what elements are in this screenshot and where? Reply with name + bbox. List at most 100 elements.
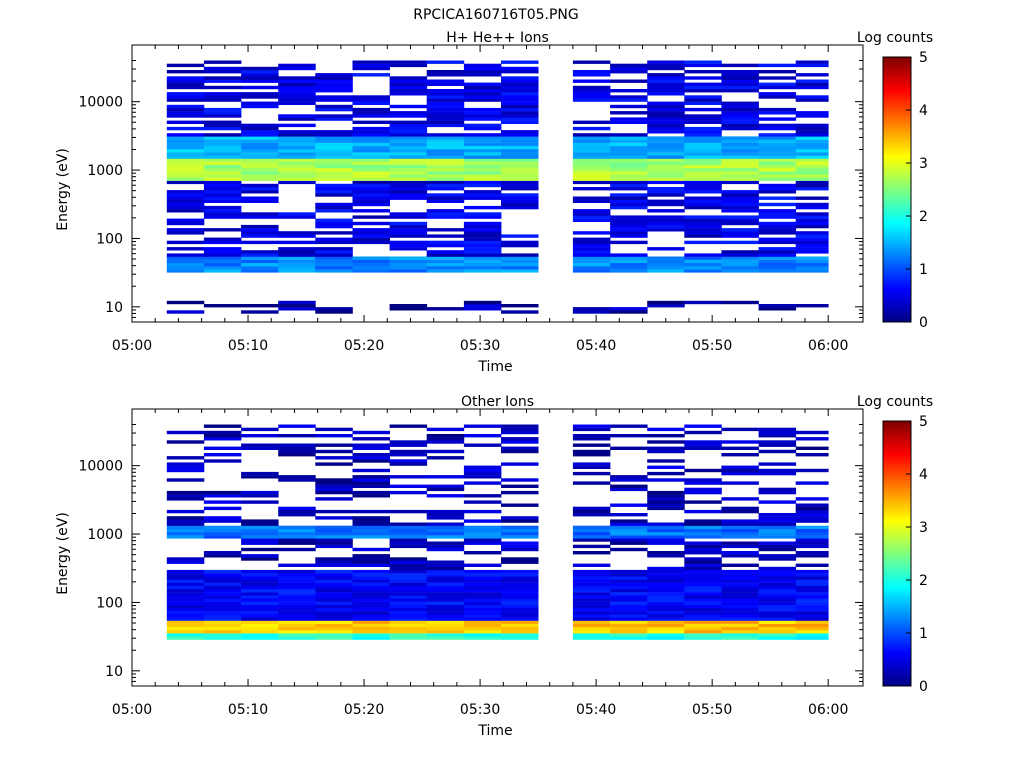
spectrogram-cell — [463, 494, 502, 498]
spectrogram-cell — [315, 95, 353, 99]
colorbar-swatch — [883, 542, 911, 547]
spectrogram-cell — [684, 164, 722, 169]
colorbar-swatch — [883, 186, 911, 190]
spectrogram-cell — [315, 484, 353, 488]
spectrogram-cell — [352, 183, 390, 188]
spectrogram-cell — [647, 158, 685, 162]
spectrogram-cell — [684, 60, 722, 64]
spectrogram-cell — [352, 196, 390, 200]
spectrogram-cell — [610, 139, 648, 143]
spectrogram-cell — [241, 187, 279, 191]
spectrogram-cell — [203, 494, 242, 498]
spectrogram-cell — [166, 604, 205, 609]
spectrogram-cell — [647, 155, 685, 159]
spectrogram-cell — [463, 424, 502, 428]
spectrogram-cell — [572, 92, 611, 96]
spectrogram-cell — [463, 250, 502, 254]
spectrogram-cell — [795, 215, 829, 219]
spectrogram-cell — [315, 130, 353, 134]
spectrogram-cell — [203, 446, 242, 450]
spectrogram-cell — [352, 161, 390, 166]
spectrogram-cell — [721, 155, 759, 159]
y-tick-label: 100 — [96, 231, 123, 247]
spectrogram-cell — [501, 525, 539, 530]
spectrogram-cell — [389, 525, 428, 530]
spectrogram-cell — [203, 519, 242, 523]
colorbar-swatch — [883, 308, 911, 312]
spectrogram-cell — [352, 636, 390, 640]
spectrogram-cell — [721, 446, 759, 450]
spectrogram-cell — [610, 95, 648, 99]
spectrogram-cell — [795, 481, 829, 485]
spectrogram-cell — [610, 620, 648, 624]
spectrogram-cell — [426, 136, 465, 140]
spectrogram-cell — [315, 490, 353, 495]
spectrogram-cell — [203, 70, 242, 74]
spectrogram-cell — [389, 145, 428, 150]
colorbar-swatch — [883, 94, 911, 98]
spectrogram-cell — [610, 595, 648, 599]
spectrogram-cell — [203, 199, 242, 203]
spectrogram-cell — [463, 107, 502, 112]
spectrogram-cell — [610, 145, 648, 150]
spectrogram-cell — [389, 630, 428, 634]
spectrogram-cell — [389, 79, 428, 83]
spectrogram-cell — [203, 266, 242, 270]
spectrogram-cell — [795, 212, 829, 216]
spectrogram-cell — [647, 598, 685, 602]
spectrogram-cell — [203, 193, 242, 197]
spectrogram-cell — [241, 149, 279, 153]
spectrogram-cell — [426, 256, 465, 260]
colorbar-swatch — [883, 532, 911, 536]
spectrogram-cell — [501, 592, 539, 596]
colorbar-swatch — [883, 489, 911, 494]
spectrogram-cell — [166, 158, 205, 162]
spectrogram-cell — [684, 221, 722, 226]
spectrogram-cell — [721, 85, 759, 90]
spectrogram-cell — [721, 259, 759, 264]
colorbar-swatch — [883, 253, 911, 257]
spectrogram-cell — [463, 626, 502, 631]
spectrogram-cell — [315, 190, 353, 194]
spectrogram-cell — [203, 85, 242, 90]
spectrogram-cell — [684, 607, 722, 612]
spectrogram-cell — [647, 607, 685, 612]
spectrogram-cell — [758, 76, 797, 80]
spectrogram-cell — [684, 560, 722, 564]
spectrogram-cell — [463, 180, 502, 185]
spectrogram-cell — [572, 636, 611, 640]
spectrogram-cell — [758, 592, 797, 596]
spectrogram-cell — [278, 538, 316, 542]
spectrogram-cell — [278, 253, 316, 257]
spectrogram-cell — [501, 630, 539, 634]
colorbar-swatch — [883, 452, 911, 456]
spectrogram-cell — [610, 63, 648, 68]
spectrogram-cell — [203, 145, 242, 150]
spectrogram-cell — [758, 168, 797, 172]
spectrogram-cell — [572, 427, 611, 432]
spectrogram-cell — [352, 443, 390, 447]
spectrogram-cell — [572, 453, 611, 457]
spectrogram-cell — [203, 459, 242, 463]
spectrogram-cell — [278, 626, 316, 631]
spectrogram-cell — [758, 269, 797, 273]
spectrogram-cell — [501, 535, 539, 539]
spectrogram-cell — [795, 111, 829, 115]
spectrogram-cell — [352, 617, 390, 621]
spectrogram-cell — [647, 490, 685, 495]
spectrogram-cell — [501, 528, 539, 533]
colorbar-swatch — [883, 110, 911, 114]
spectrogram-cell — [166, 82, 205, 86]
spectrogram-cell — [721, 300, 759, 305]
spectrogram-cell — [610, 582, 648, 586]
spectrogram-cell — [795, 149, 829, 153]
spectrogram-cell — [758, 544, 797, 549]
spectrogram-cell — [684, 136, 722, 140]
spectrogram-cell — [795, 218, 829, 222]
spectrogram-cell — [501, 98, 539, 102]
spectrogram-cell — [241, 535, 279, 539]
spectrogram-cell — [352, 60, 390, 64]
spectrogram-cell — [647, 79, 685, 83]
spectrogram-cell — [684, 430, 722, 435]
